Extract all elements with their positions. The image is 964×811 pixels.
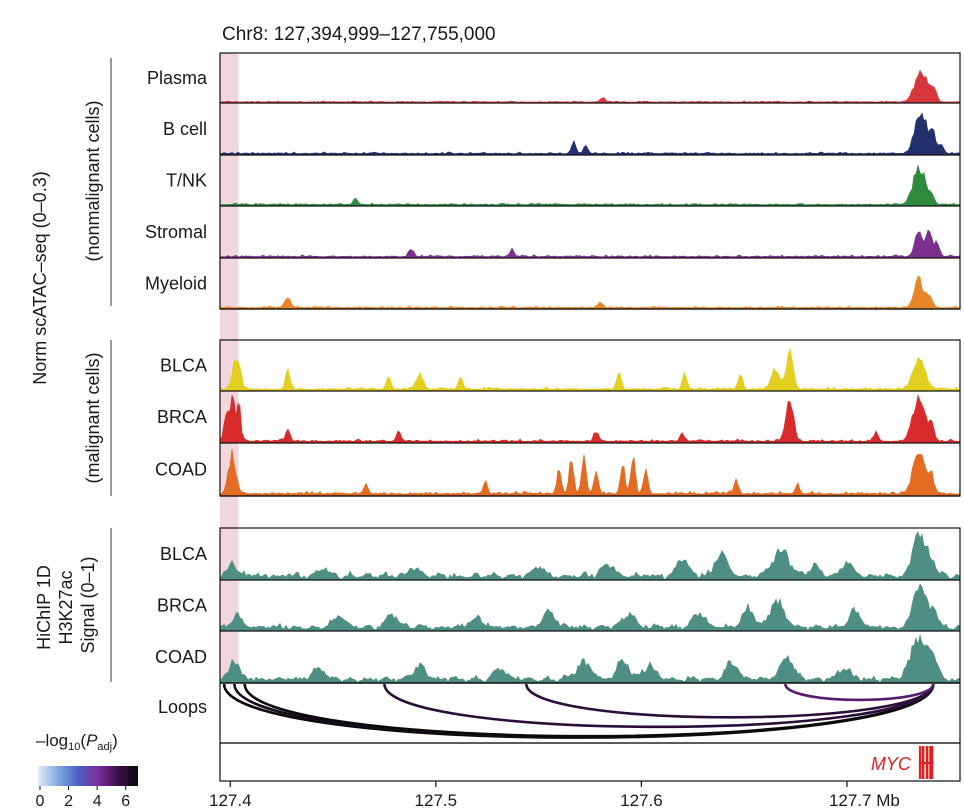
tracks-layer: Plasma B cell T/NK Stromal Myeloid BLCA BRCA CO…	[145, 52, 961, 684]
colorbar-title-close: )	[112, 731, 118, 750]
hichip-label-line-3: Signal (0–1)	[78, 556, 98, 653]
colorbar-tick-label: 4	[93, 793, 102, 810]
gene-track: MYC	[219, 742, 961, 782]
panel-frame-2	[219, 339, 961, 497]
track-label: B cell	[163, 119, 207, 139]
track-signal	[219, 165, 961, 207]
track-label: Stromal	[145, 222, 207, 242]
gene-exon	[925, 746, 929, 779]
track-nonmalignant-myeloid: Myeloid	[145, 274, 961, 310]
outer-ylabel: Norm scATAC–seq (0–0.3)	[30, 171, 50, 384]
track-label: Myeloid	[145, 274, 207, 294]
track-label: T/NK	[166, 171, 207, 191]
loop-arc	[383, 683, 935, 729]
track-nonmalignant-stromal: Stromal	[145, 222, 961, 259]
chart-title: Chr8: 127,394,999–127,755,000	[222, 24, 496, 45]
colorbar-title: –log10(Padj)	[36, 731, 118, 753]
panel-frame-3	[219, 527, 961, 684]
track-label: Plasma	[147, 68, 208, 88]
loops-frame	[219, 682, 961, 744]
colorbar-tick-label: 0	[36, 793, 45, 810]
track-signal	[219, 448, 961, 497]
hichip-label-line-1: HiChIP 1D	[34, 565, 54, 650]
track-label: BRCA	[157, 407, 207, 427]
track-label: COAD	[155, 460, 207, 480]
group-label-hichip: HiChIP 1D H3K27ac Signal (0–1)	[34, 556, 98, 653]
track-hichip-blca: BLCA	[160, 531, 961, 581]
loop-arc	[233, 683, 935, 739]
track-signal	[219, 583, 961, 632]
hichip-label-line-2: H3K27ac	[56, 570, 76, 644]
x-tick-label: 127.4	[209, 791, 252, 810]
x-tick-label: 127.7 Mb	[829, 791, 900, 810]
track-label: BLCA	[160, 544, 207, 564]
colorbar	[38, 766, 138, 786]
group-label-nonmalignant: (nonmalignant cells)	[83, 100, 103, 261]
x-tick-label: 127.5	[415, 791, 458, 810]
track-nonmalignant-plasma: Plasma	[147, 68, 961, 104]
loops-label: Loops	[158, 697, 207, 717]
x-axis: 127.4 127.5 127.6 127.7 Mb	[209, 781, 900, 810]
track-signal	[219, 112, 961, 156]
colorbar-ticks: 0 2 4 6	[36, 786, 130, 810]
track-malignant-brca: BRCA	[157, 393, 961, 444]
track-label: BRCA	[157, 596, 207, 616]
gene-exon	[921, 746, 925, 779]
panel-frame-1	[219, 52, 961, 310]
track-signal	[219, 275, 961, 310]
track-label: COAD	[155, 647, 207, 667]
gene-exon	[918, 746, 922, 779]
colorbar-title-prefix: –log	[36, 731, 68, 750]
colorbar-tick-label: 2	[64, 793, 73, 810]
track-malignant-blca: BLCA	[160, 348, 961, 392]
highlight-region	[220, 53, 239, 683]
x-tick-label: 127.6	[620, 791, 663, 810]
colorbar-tick-label: 6	[121, 793, 130, 810]
track-signal	[219, 69, 961, 104]
track-nonmalignant-b-cell: B cell	[163, 112, 961, 156]
track-signal	[219, 531, 961, 581]
track-signal	[219, 634, 961, 684]
track-signal	[219, 229, 961, 259]
track-nonmalignant-t-nk: T/NK	[166, 165, 961, 207]
colorbar-title-sub2: adj	[97, 741, 112, 753]
gene-label: MYC	[871, 754, 912, 774]
loop-arc	[243, 683, 935, 738]
gene-frame	[219, 742, 961, 782]
gene-exon	[929, 746, 934, 779]
loops-layer	[219, 682, 961, 744]
track-label: BLCA	[160, 356, 207, 376]
track-signal	[219, 348, 961, 392]
colorbar-title-sub: 10	[68, 741, 80, 753]
group-label-malignant: (malignant cells)	[83, 352, 103, 483]
colorbar-title-italic: P	[86, 731, 98, 750]
loop-arc	[222, 683, 935, 739]
track-hichip-coad: COAD	[155, 634, 961, 684]
track-malignant-coad: COAD	[155, 448, 961, 497]
colorbar-title-open: (	[80, 731, 86, 750]
track-signal	[219, 393, 961, 444]
loop-arc	[525, 683, 935, 719]
track-hichip-brca: BRCA	[157, 583, 961, 632]
loop-arc	[784, 683, 935, 702]
